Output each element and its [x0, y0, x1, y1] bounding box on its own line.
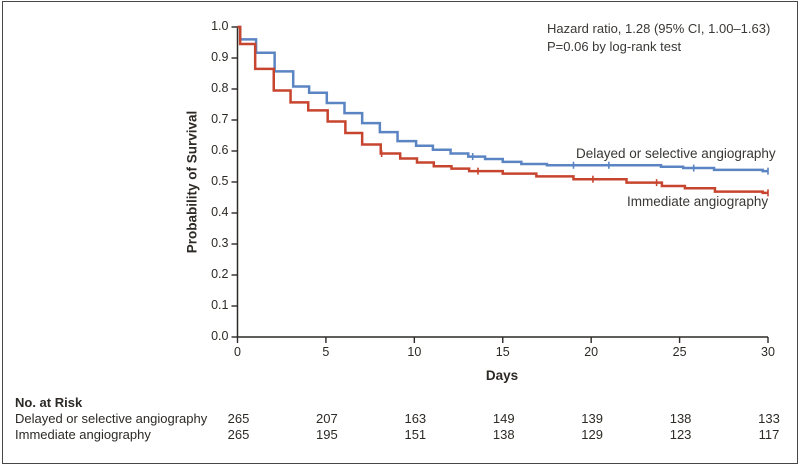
y-tick-label: 0.4 — [211, 205, 229, 219]
risk-count: 139 — [581, 411, 603, 426]
risk-count: 265 — [227, 411, 250, 426]
risk-count: 129 — [581, 427, 603, 442]
y-tick-label: 0.1 — [211, 298, 229, 312]
y-tick-label: 0.6 — [211, 143, 229, 157]
y-tick-label: 0.9 — [211, 50, 229, 64]
p-value-text: P=0.06 by log-rank test — [547, 38, 682, 54]
risk-count: 138 — [492, 427, 515, 442]
risk-count: 117 — [758, 427, 780, 442]
x-tick-label: 0 — [234, 345, 241, 359]
hazard-ratio-text: Hazard ratio, 1.28 (95% CI, 1.00–1.63) — [547, 21, 771, 36]
survival-curve-delayed — [237, 25, 768, 173]
y-tick-label: 0.0 — [211, 329, 229, 343]
risk-table-header: No. at Risk — [15, 395, 83, 410]
y-tick-label: 0.8 — [211, 81, 229, 95]
risk-count: 195 — [316, 427, 338, 442]
x-tick-label: 30 — [761, 345, 775, 359]
y-tick-label: 0.2 — [211, 267, 229, 281]
risk-count: 163 — [404, 411, 427, 426]
risk-row-label-delayed: Delayed or selective angiography — [15, 411, 208, 426]
x-axis-title: Days — [485, 368, 519, 383]
risk-count: 138 — [669, 411, 692, 426]
curve-label-delayed: Delayed or selective angiography — [576, 146, 776, 161]
curve-label-immediate: Immediate angiography — [627, 194, 769, 209]
axes — [236, 27, 768, 338]
risk-count: 151 — [404, 427, 427, 442]
risk-count: 133 — [758, 411, 780, 426]
risk-row-label-immediate: Immediate angiography — [15, 427, 151, 442]
y-tick-label: 1.0 — [211, 19, 229, 33]
y-tick-label: 0.7 — [211, 112, 229, 126]
annotation-block: Hazard ratio, 1.28 (95% CI, 1.00–1.63) P… — [547, 20, 770, 55]
survival-curve-immediate — [237, 25, 768, 195]
risk-count: 123 — [669, 427, 692, 442]
risk-count: 207 — [316, 411, 338, 426]
x-tick-label: 25 — [672, 345, 687, 359]
x-tick-label: 10 — [407, 345, 422, 359]
x-tick-label: 5 — [322, 345, 330, 359]
risk-count: 149 — [492, 411, 515, 426]
y-tick-label: 0.5 — [211, 174, 229, 188]
risk-count: 265 — [227, 427, 250, 442]
x-tick-label: 20 — [584, 345, 599, 359]
y-tick-label: 0.3 — [211, 236, 229, 250]
x-tick-label: 15 — [495, 345, 510, 359]
